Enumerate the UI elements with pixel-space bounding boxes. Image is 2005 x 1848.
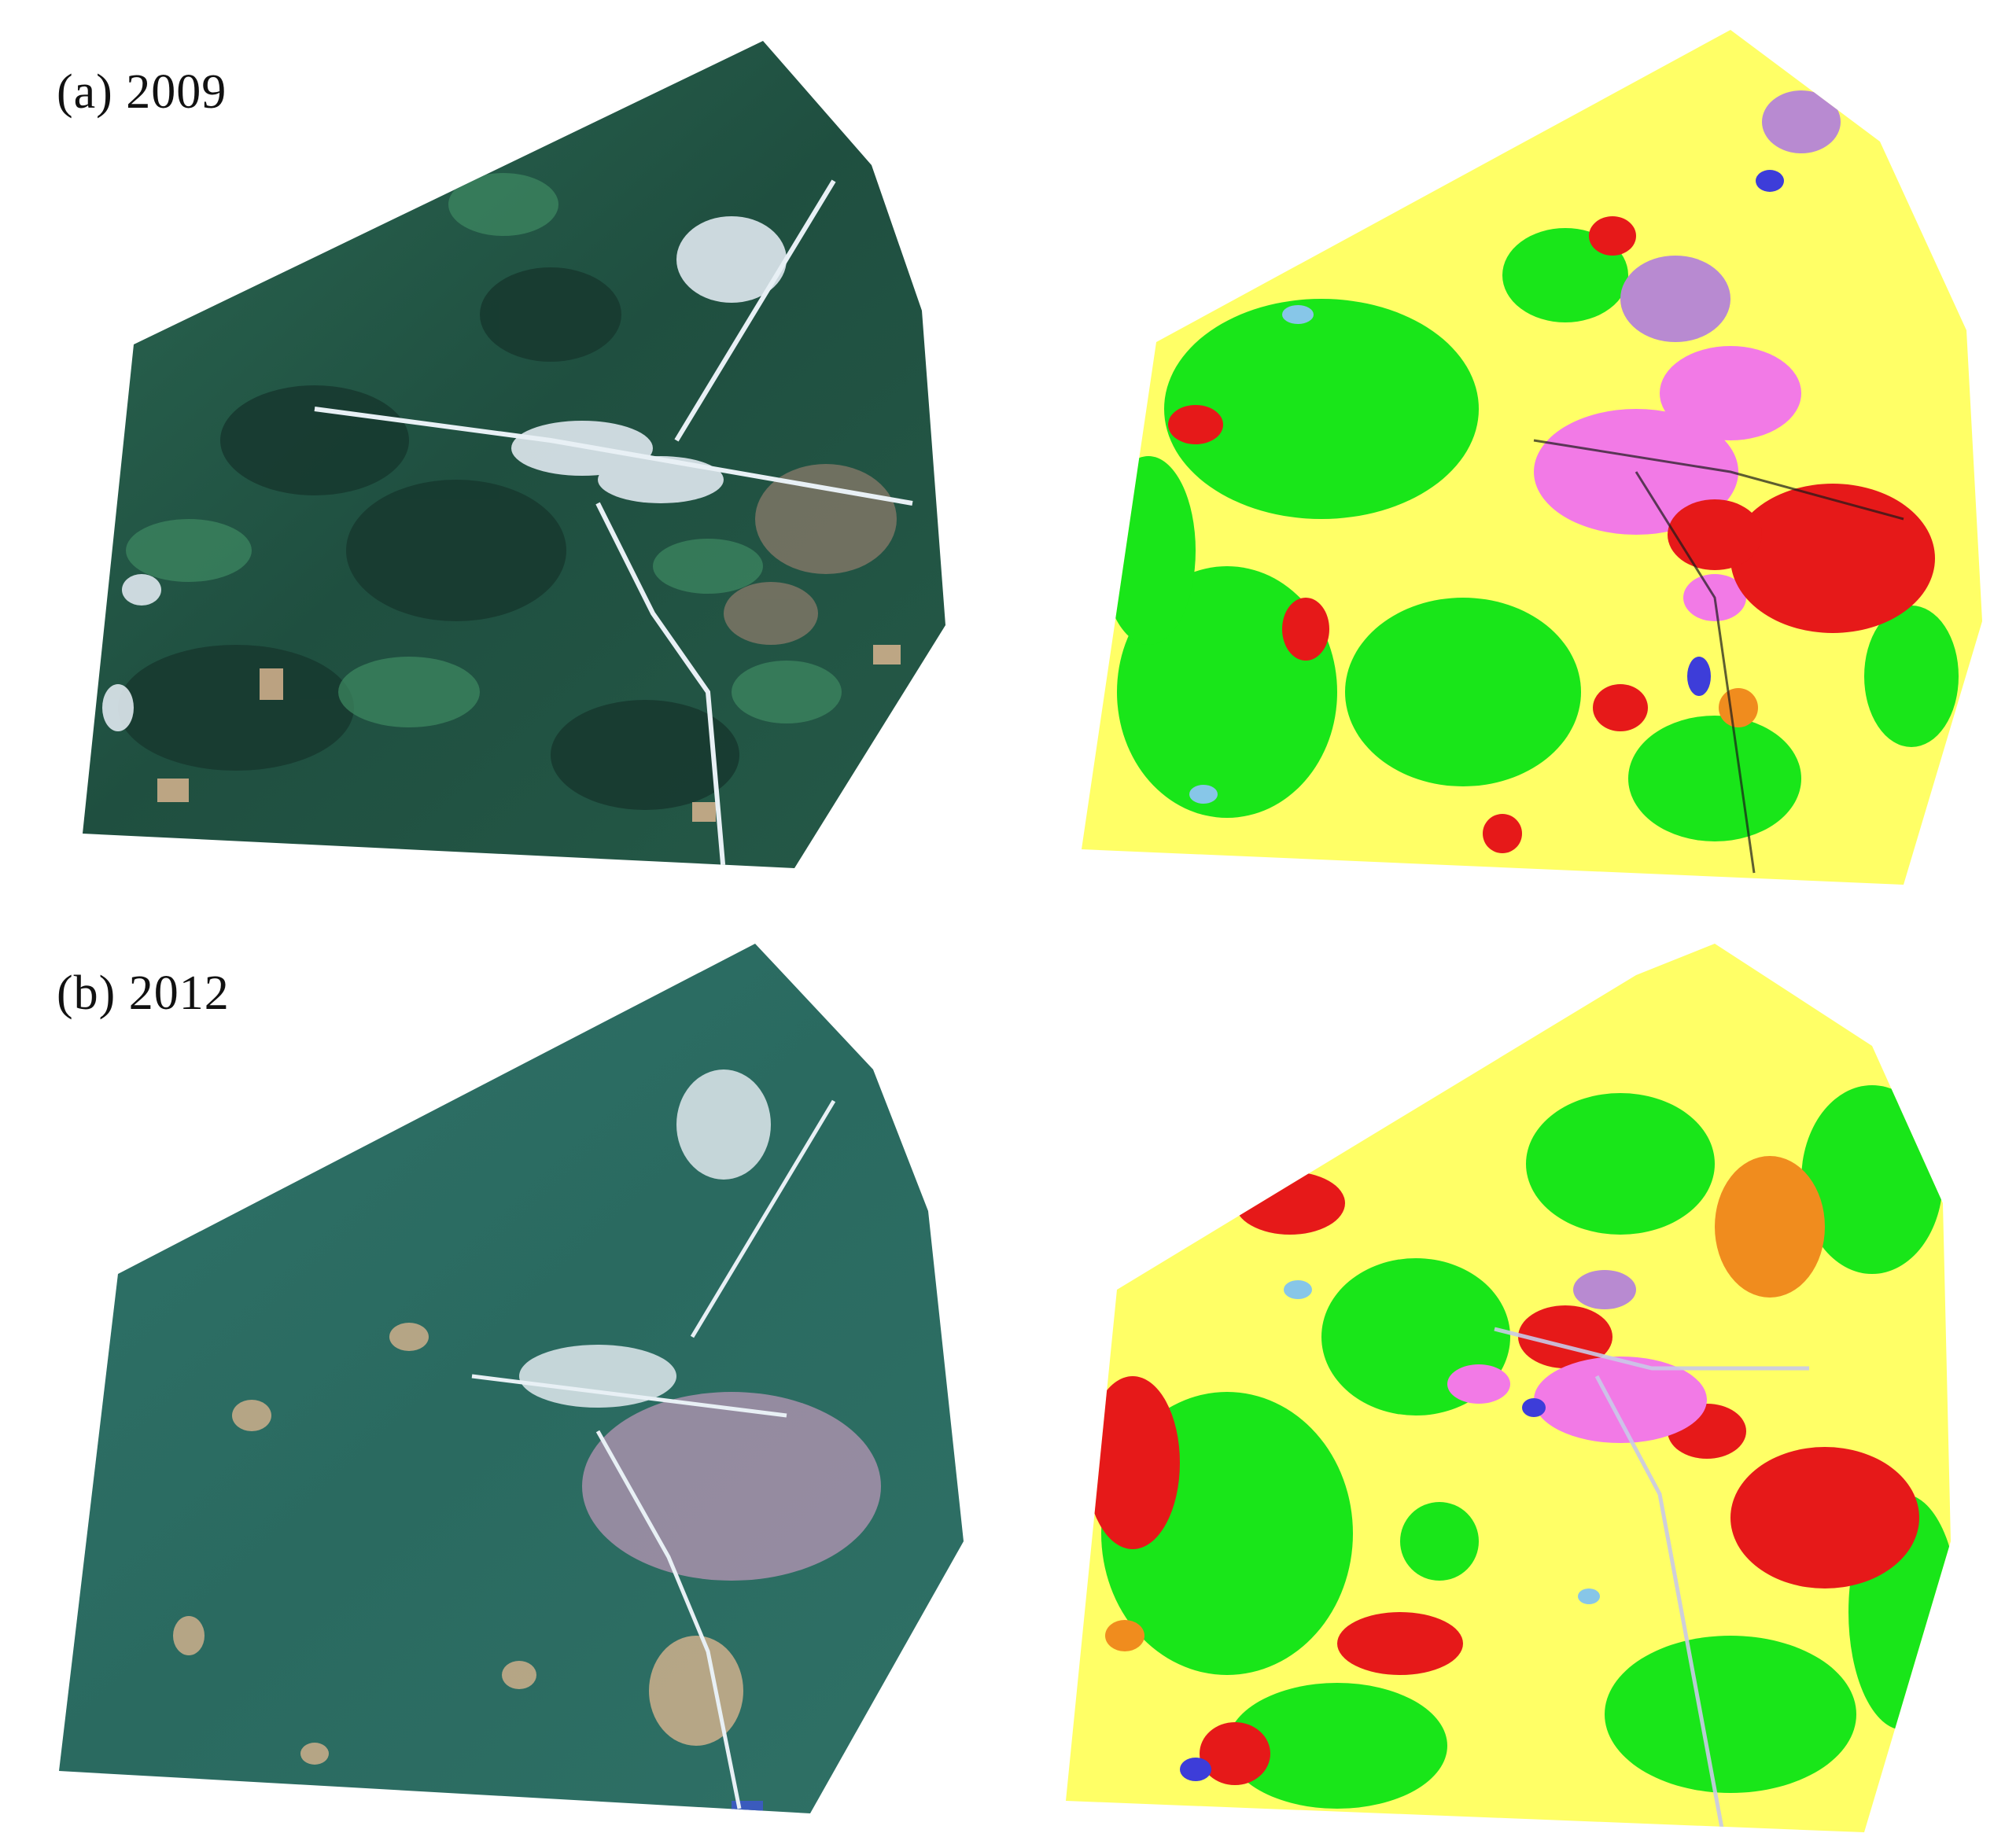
satellite-image-2009 [0,0,991,904]
satellite-image-2012 [0,928,991,1848]
classification-map-2009 [999,0,2005,904]
panel-b-label: (b) 2012 [57,966,230,1020]
classification-map-2012 [999,928,2005,1848]
panel-a-label: (a) 2009 [57,65,227,119]
